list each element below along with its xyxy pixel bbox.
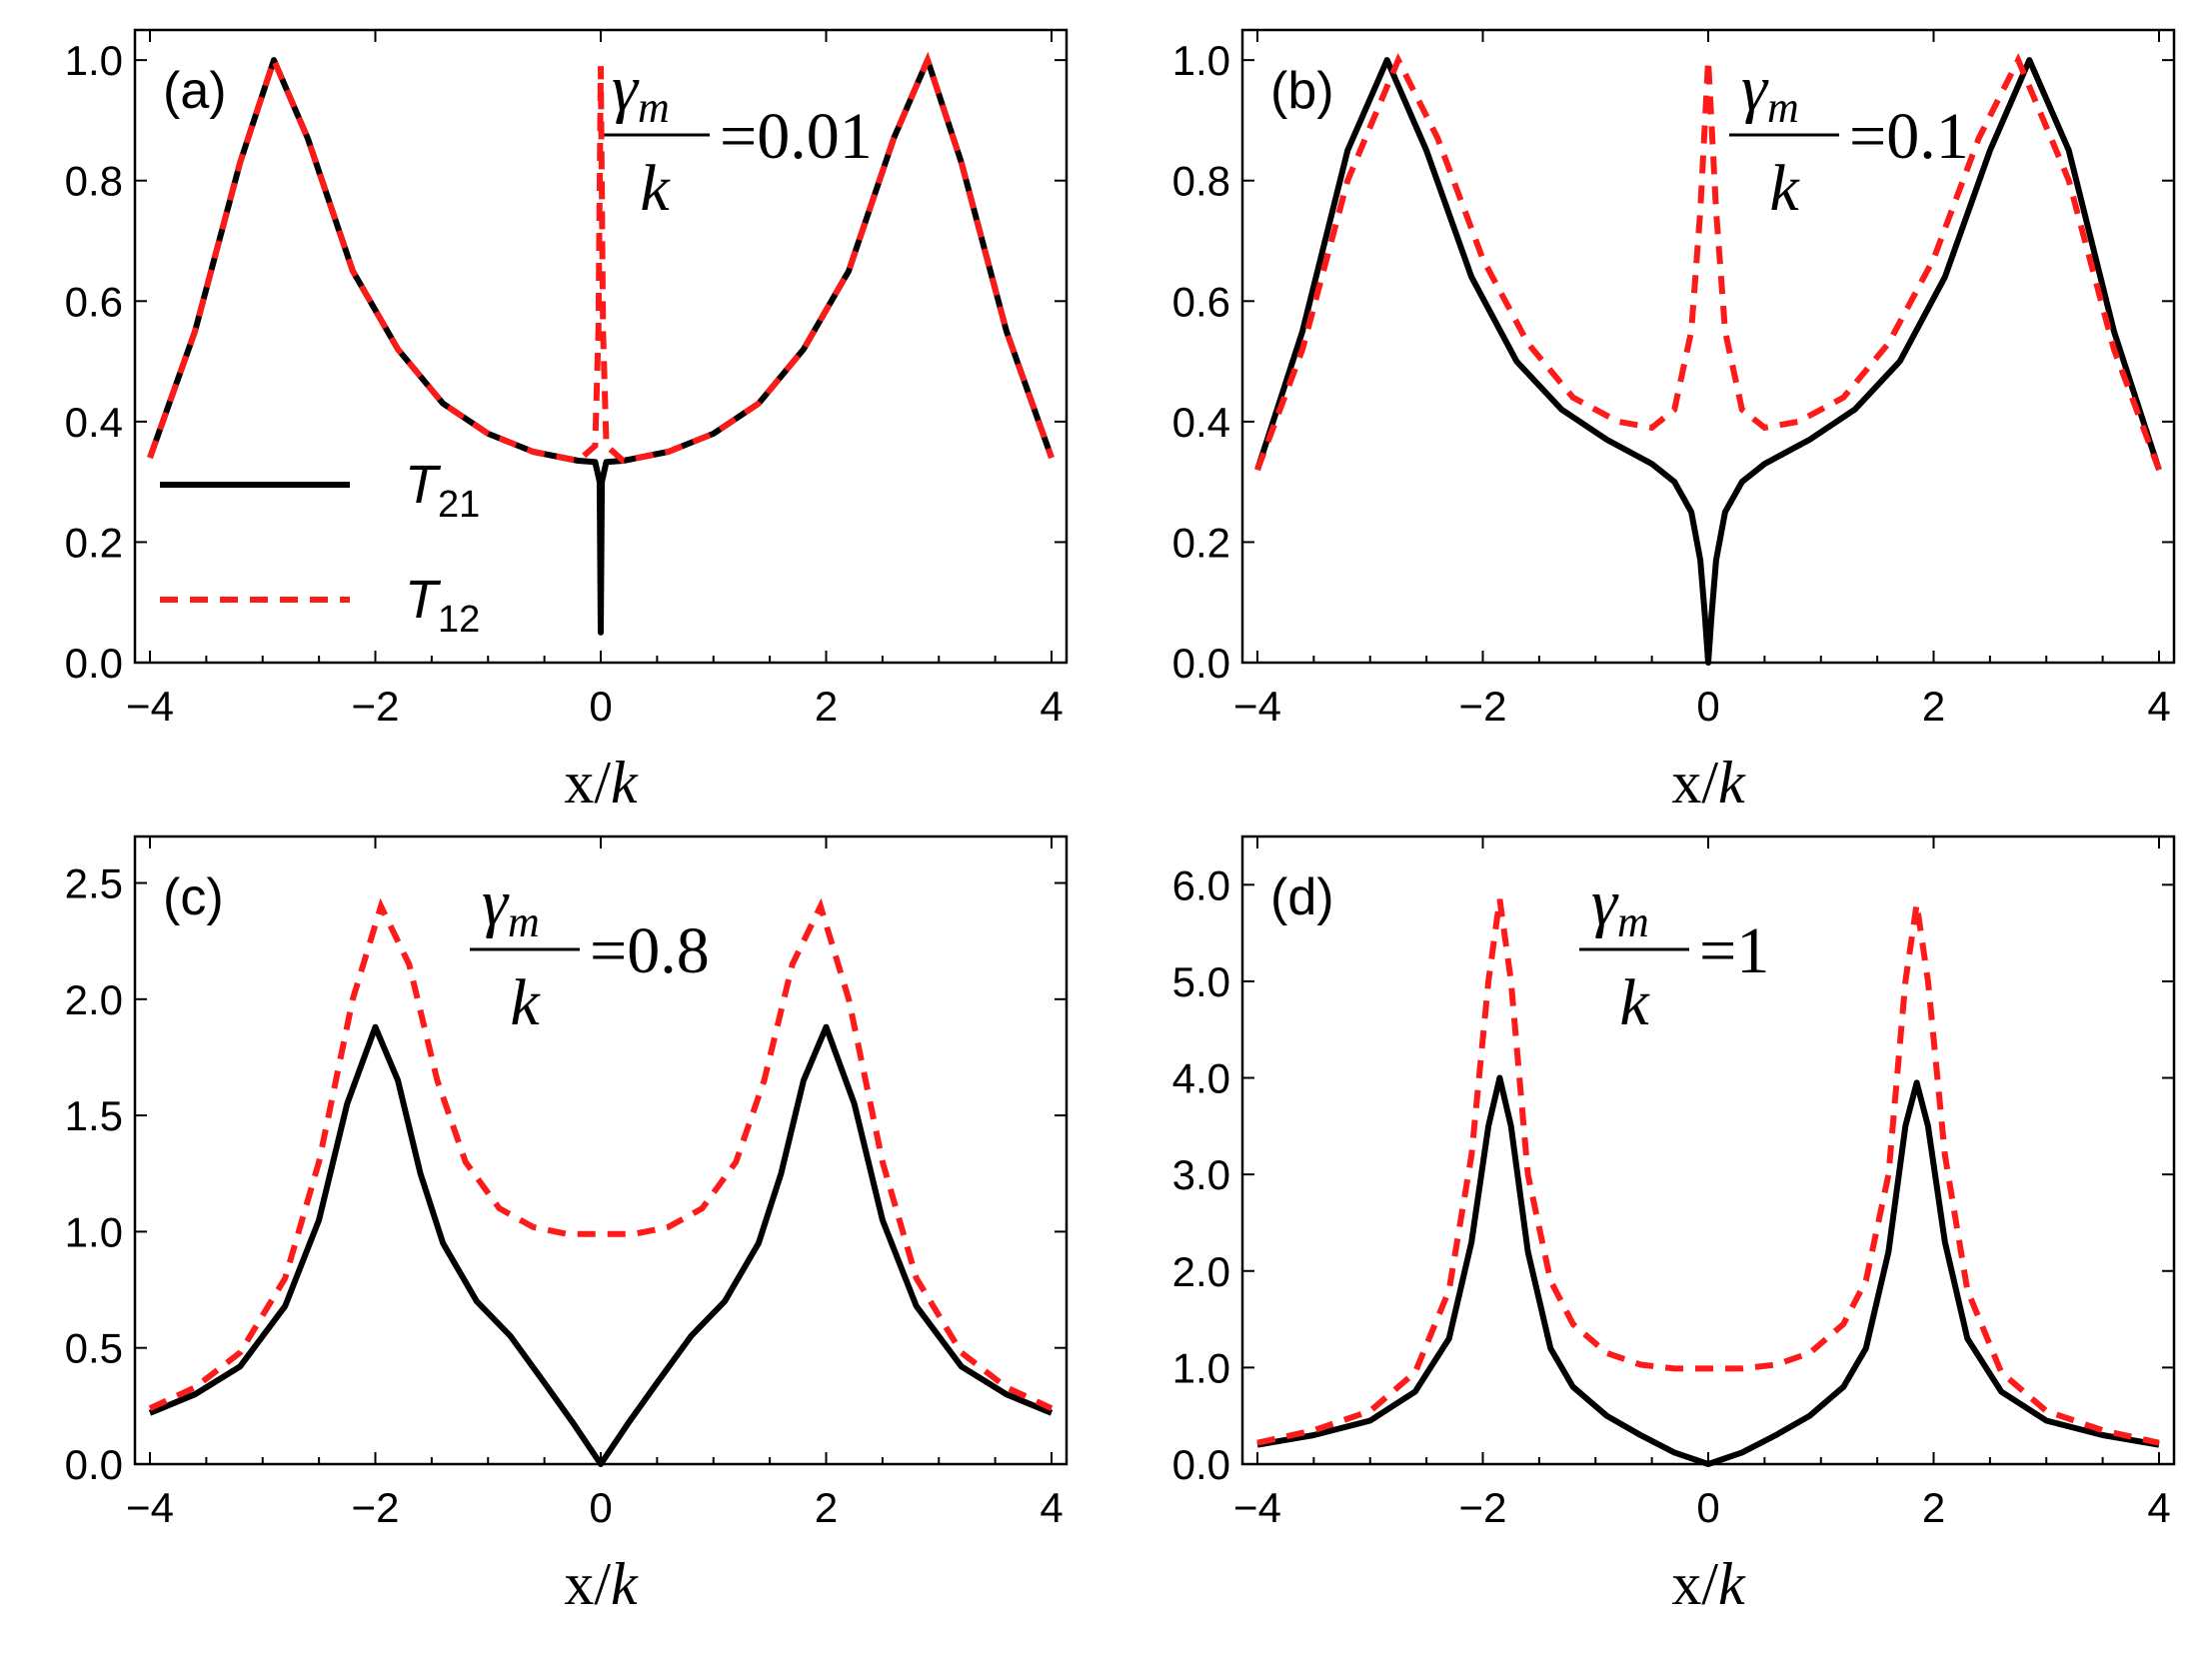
- panel-a: −4 −2 0 2 4 0.0 0.2 0.4 0.6 0.8 1.0 x/k (a) γm k =0.01 T…: [65, 28, 1069, 816]
- series-t21-line: [1256, 1074, 2160, 1467]
- x-tick-label: 2: [815, 683, 838, 730]
- param-denominator: k: [510, 966, 541, 1039]
- y-tick-label: 1.0: [1172, 1344, 1230, 1391]
- legend-label-21: T21: [405, 455, 480, 526]
- panel-d: −4 −2 0 2 4 0.0 1.0 2.0 3.0 4.0 5.0 6.0 x/k (d) γm k =1: [1172, 834, 2176, 1617]
- param-annotation: γm k =0.01: [600, 52, 873, 225]
- param-annotation: γm k =1: [1579, 866, 1769, 1039]
- param-numerator: γm: [1741, 52, 1799, 132]
- x-axis-label: x/k: [564, 1551, 639, 1617]
- series-t12-line: [1254, 52, 2162, 472]
- x-tick-label: 0: [589, 683, 612, 730]
- param-value: =0.8: [590, 914, 710, 987]
- series-t12-line: [1256, 898, 2160, 1446]
- y-tick-label: 2.0: [65, 976, 123, 1023]
- panel-label: (a): [163, 62, 227, 120]
- y-tick-label: 5.0: [1172, 958, 1230, 1005]
- y-tick-label: 0.0: [1172, 1441, 1230, 1488]
- y-tick-label: 0.0: [65, 1441, 123, 1488]
- x-tick-label: −4: [126, 683, 174, 730]
- y-tick-label: 0.2: [65, 519, 123, 566]
- x-tick-label: 2: [1922, 683, 1945, 730]
- param-value: =0.01: [720, 100, 873, 173]
- y-tick-label: 0.2: [1172, 519, 1230, 566]
- x-tick-label: −4: [1233, 683, 1281, 730]
- param-numerator: γm: [482, 866, 540, 946]
- series-t12-line: [147, 51, 1055, 465]
- y-tick-label: 3.0: [1172, 1151, 1230, 1198]
- series-t12-line: [148, 897, 1054, 1411]
- x-tick-label: −2: [352, 1484, 400, 1531]
- x-axis-label: x/k: [1671, 750, 1746, 816]
- y-tick-label: 0.0: [1172, 640, 1230, 687]
- x-tick-label: −2: [1459, 683, 1507, 730]
- param-annotation: γm k =0.1: [1729, 52, 1969, 225]
- panel-label: (c): [163, 868, 224, 926]
- x-tick-label: 4: [2147, 683, 2170, 730]
- param-denominator: k: [640, 152, 671, 225]
- x-tick-label: 4: [1040, 683, 1063, 730]
- x-tick-label: 0: [589, 1484, 612, 1531]
- param-annotation: γm k =0.8: [470, 866, 710, 1039]
- y-tick-label: 0.8: [1172, 158, 1230, 205]
- panel-label: (d): [1270, 868, 1334, 926]
- legend: T21 T12: [160, 455, 480, 641]
- x-tick-label: −4: [126, 1484, 174, 1531]
- x-tick-label: 2: [1922, 1484, 1945, 1531]
- x-tick-label: −2: [352, 683, 400, 730]
- series-t21-line: [148, 1023, 1054, 1467]
- x-tick-label: 2: [815, 1484, 838, 1531]
- panel-c: −4 −2 0 2 4 0.0 0.5 1.0 1.5 2.0 2.5 x/k (c) γm k =0.8: [65, 834, 1069, 1617]
- x-tick-label: 4: [2147, 1484, 2170, 1531]
- plot-frame: [1240, 28, 2176, 665]
- param-numerator: γm: [1591, 866, 1649, 946]
- x-tick-label: −4: [1233, 1484, 1281, 1531]
- param-value: =1: [1699, 914, 1769, 987]
- param-value: =0.1: [1849, 100, 1969, 173]
- x-tick-label: 4: [1040, 1484, 1063, 1531]
- x-tick-label: 0: [1696, 683, 1719, 730]
- y-tick-label: 1.0: [1172, 37, 1230, 84]
- x-axis-label: x/k: [564, 750, 639, 816]
- panel-b: −4 −2 0 2 4 0.0 0.2 0.4 0.6 0.8 1.0 x/k (b) γm k =0.1: [1172, 28, 2176, 816]
- series-t21-line: [1254, 57, 2162, 666]
- x-axis-label: x/k: [1671, 1551, 1746, 1617]
- y-tick-label: 0.6: [1172, 278, 1230, 325]
- x-tick-label: −2: [1459, 1484, 1507, 1531]
- y-tick-label: 6.0: [1172, 861, 1230, 908]
- y-tick-label: 0.4: [1172, 399, 1230, 446]
- y-tick-label: 1.0: [65, 1208, 123, 1255]
- param-denominator: k: [1769, 152, 1800, 225]
- param-denominator: k: [1619, 966, 1650, 1039]
- param-numerator: γm: [612, 52, 670, 132]
- y-tick-label: 4.0: [1172, 1055, 1230, 1102]
- y-tick-label: 0.5: [65, 1325, 123, 1372]
- y-tick-label: 2.0: [1172, 1248, 1230, 1295]
- y-tick-label: 2.5: [65, 860, 123, 907]
- y-tick-label: 1.0: [65, 37, 123, 84]
- y-tick-label: 1.5: [65, 1092, 123, 1139]
- x-tick-label: 0: [1696, 1484, 1719, 1531]
- y-tick-label: 0.4: [65, 399, 123, 446]
- panel-label: (b): [1270, 62, 1334, 120]
- legend-label-12: T12: [405, 570, 480, 641]
- y-tick-label: 0.6: [65, 278, 123, 325]
- y-tick-label: 0.8: [65, 158, 123, 205]
- y-tick-label: 0.0: [65, 640, 123, 687]
